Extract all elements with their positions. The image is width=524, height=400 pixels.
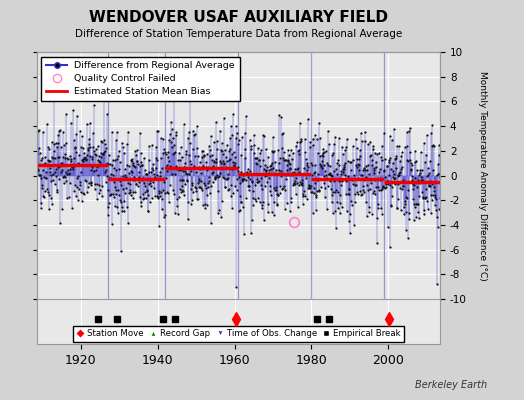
- Text: Berkeley Earth: Berkeley Earth: [415, 380, 487, 390]
- Legend: Station Move, Record Gap, Time of Obs. Change, Empirical Break: Station Move, Record Gap, Time of Obs. C…: [72, 326, 405, 342]
- Legend: Difference from Regional Average, Quality Control Failed, Estimated Station Mean: Difference from Regional Average, Qualit…: [41, 57, 240, 101]
- Text: Difference of Station Temperature Data from Regional Average: Difference of Station Temperature Data f…: [75, 29, 402, 39]
- Text: WENDOVER USAF AUXILIARY FIELD: WENDOVER USAF AUXILIARY FIELD: [89, 10, 388, 26]
- Y-axis label: Monthly Temperature Anomaly Difference (°C): Monthly Temperature Anomaly Difference (…: [478, 71, 487, 280]
